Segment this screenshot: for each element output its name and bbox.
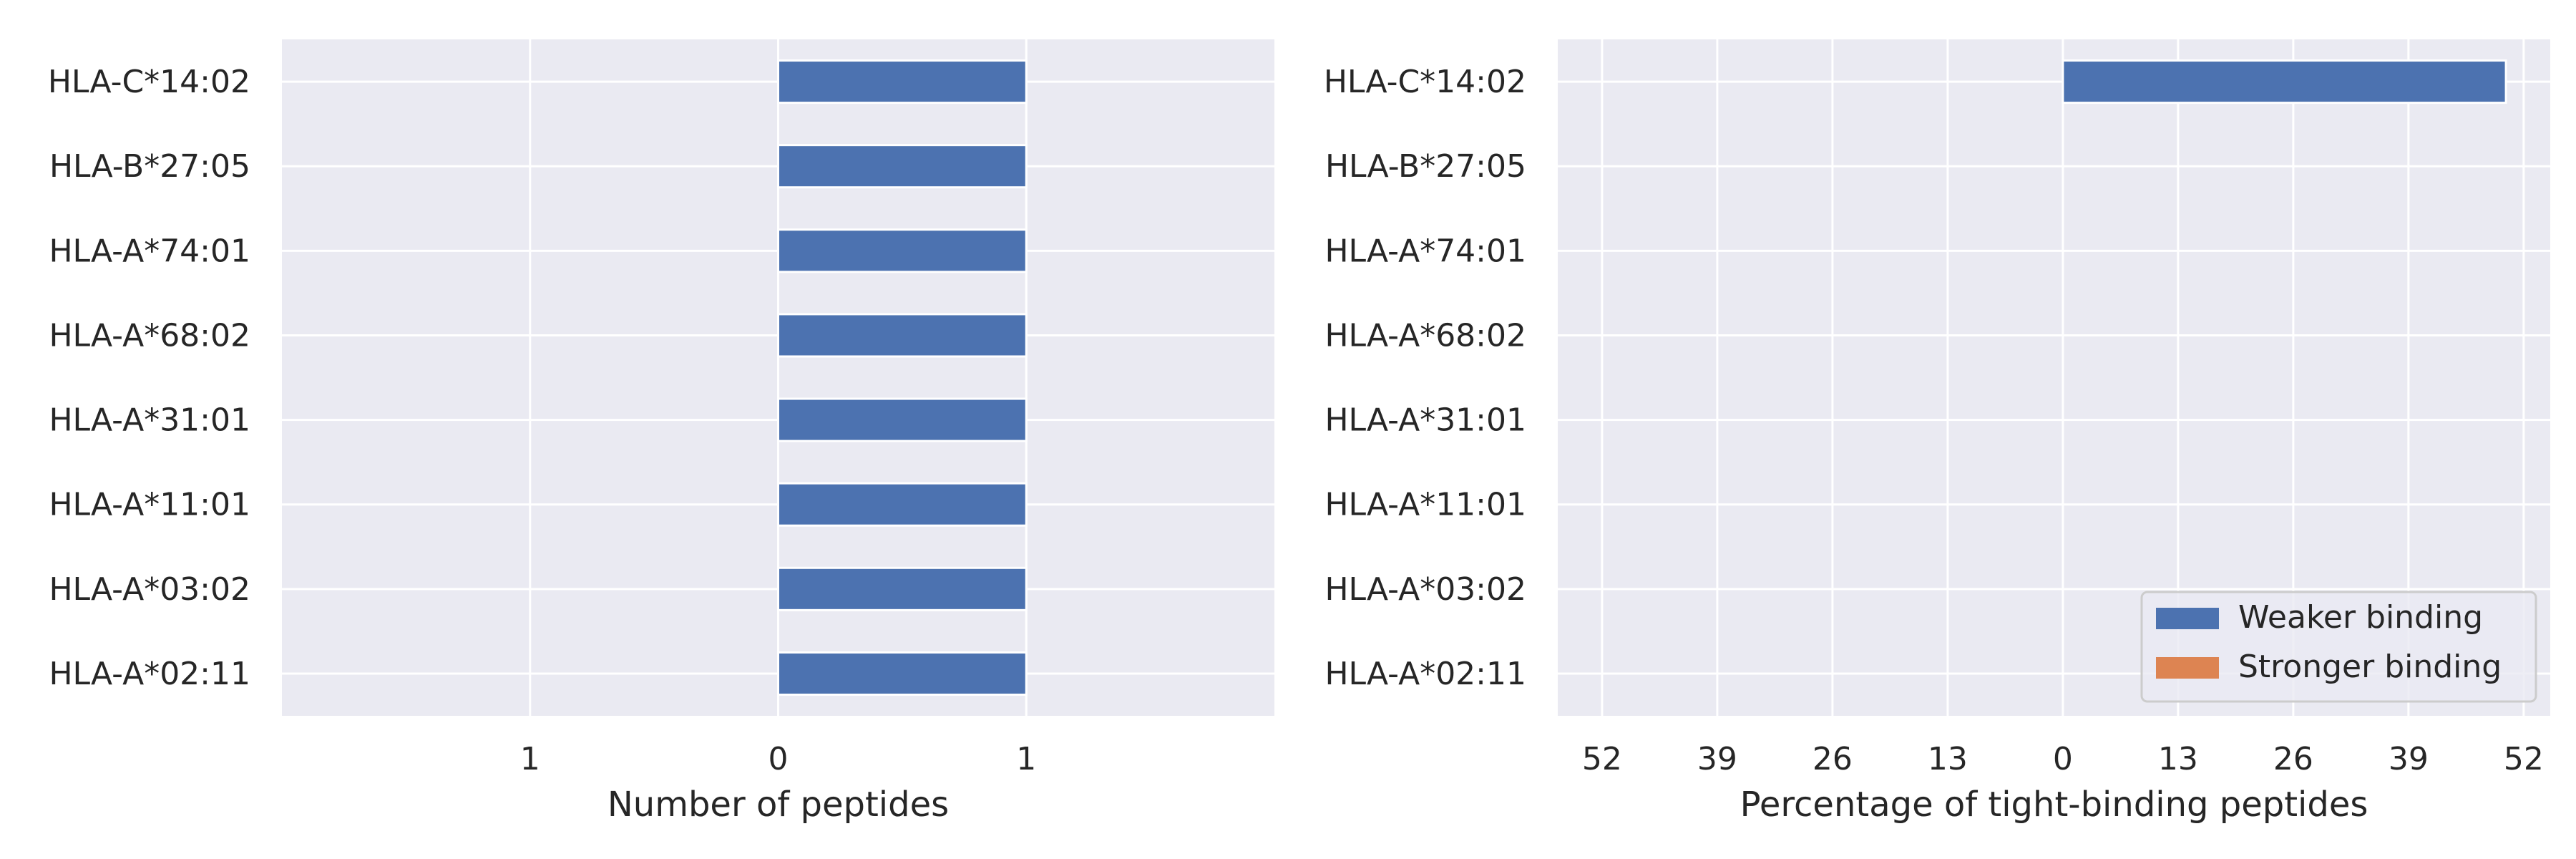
x-axis-label: Number of peptides [608,785,949,825]
x-tick-label: 1 [520,741,540,777]
legend-swatch [2156,608,2219,629]
x-tick-label: 39 [1697,741,1737,777]
legend-label: Weaker binding [2238,599,2483,636]
y-tick-label: HLA-A*02:11 [1324,656,1526,692]
x-tick-label: 13 [1928,741,1968,777]
y-tick-label: HLA-A*31:01 [49,402,250,439]
legend: Weaker binding Stronger binding [2140,591,2537,703]
x-tick-label: 0 [769,741,789,777]
y-tick-label: HLA-A*74:01 [1324,233,1526,269]
y-tick-label: HLA-A*03:02 [1324,571,1526,608]
y-tick-label: HLA-B*27:05 [49,148,250,185]
x-tick-label: 0 [2053,741,2073,777]
y-tick-label: HLA-A*68:02 [49,317,250,354]
bar-weaker [777,651,1028,696]
y-tick-label: HLA-A*03:02 [49,571,250,608]
bar-weaker [777,144,1028,189]
y-tick-label: HLA-C*14:02 [48,64,250,100]
x-tick-label: 52 [2504,741,2544,777]
bar-weaker [777,482,1028,527]
x-axis-label: Percentage of tight-binding peptides [1740,785,2368,825]
x-tick-label: 26 [1813,741,1853,777]
x-tick-label: 39 [2389,741,2429,777]
bar-weaker [777,59,1028,105]
x-tick-label: 52 [1582,741,1622,777]
y-tick-label: HLA-A*11:01 [49,487,250,523]
y-tick-label: HLA-A*02:11 [49,656,250,692]
bar-weaker [777,566,1028,611]
y-tick-label: HLA-C*14:02 [1324,64,1526,100]
legend-swatch [2156,657,2219,679]
bar-weaker [777,313,1028,358]
x-tick-label: 1 [1016,741,1036,777]
bar-weaker [2062,59,2507,105]
legend-label: Stronger binding [2238,649,2502,685]
y-tick-label: HLA-A*74:01 [49,233,250,269]
x-tick-label: 13 [2158,741,2198,777]
bar-weaker [777,228,1028,273]
bar-weaker [777,397,1028,442]
left-chart-panel: 1 0 1 HLA-C*14:02 HLA-B*27:05 HLA-A*74:01 HLA-… [48,39,1274,825]
right-chart-panel: 52 39 26 13 0 13 26 39 52 HLA-C*14:02 HLA-B*27:05 H… [1324,39,2550,825]
y-tick-label: HLA-A*11:01 [1324,487,1526,523]
y-tick-label: HLA-A*68:02 [1324,317,1526,354]
y-tick-label: HLA-B*27:05 [1325,148,1526,185]
x-tick-label: 26 [2273,741,2313,777]
legend-box [2140,591,2537,703]
y-tick-label: HLA-A*31:01 [1324,402,1526,439]
